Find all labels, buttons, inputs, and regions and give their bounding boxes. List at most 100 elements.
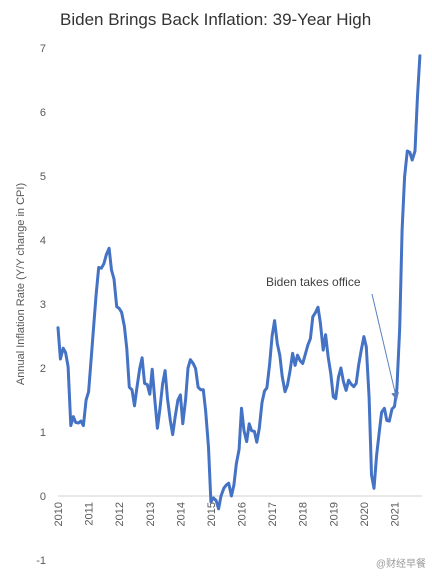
data-point <box>403 175 406 178</box>
data-point <box>74 421 77 424</box>
chart-title: Biden Brings Back Inflation: 39-Year Hig… <box>60 10 372 29</box>
data-point <box>398 327 401 330</box>
data-point <box>92 323 95 326</box>
y-axis-ticks: -1 0 1 2 3 4 5 6 7 <box>36 43 46 567</box>
y-axis-label: Annual Inflation Rate (Y/Y change in CPI… <box>15 183 27 385</box>
data-point <box>151 368 154 371</box>
x-tick-label: 2020 <box>359 502 371 526</box>
data-point <box>166 397 169 400</box>
data-point <box>169 419 172 422</box>
data-point <box>362 335 366 338</box>
data-point <box>202 388 205 391</box>
data-point <box>199 388 203 391</box>
y-tick-label: 1 <box>40 427 46 439</box>
data-point <box>293 364 297 367</box>
data-point <box>400 228 404 231</box>
y-tick-label: 0 <box>40 491 46 503</box>
annotation-biden-takes-office: Biden takes office <box>266 275 361 289</box>
data-point <box>413 149 417 153</box>
data-point <box>171 433 174 436</box>
data-point <box>258 426 261 430</box>
data-point <box>286 384 289 387</box>
data-point <box>87 390 90 393</box>
data-point <box>112 277 116 281</box>
x-tick-label: 2018 <box>298 502 310 526</box>
data-point <box>245 440 248 443</box>
data-point <box>337 375 340 379</box>
data-point <box>110 268 113 272</box>
data-point <box>349 382 353 386</box>
data-point <box>260 401 264 404</box>
x-tick-label: 2017 <box>267 502 279 526</box>
data-point <box>301 362 304 365</box>
data-point <box>355 382 358 385</box>
data-point <box>253 430 256 433</box>
data-point <box>334 397 337 400</box>
data-point <box>72 415 75 418</box>
data-point <box>123 325 126 328</box>
data-point <box>89 359 93 363</box>
data-point <box>326 355 330 358</box>
data-point <box>153 400 157 404</box>
data-point <box>357 363 360 366</box>
data-point <box>62 346 65 350</box>
y-tick-label: 5 <box>40 171 46 183</box>
data-point <box>339 366 343 370</box>
data-point <box>59 357 62 361</box>
data-point <box>133 404 136 407</box>
data-point <box>161 382 164 386</box>
data-point <box>105 253 108 256</box>
data-point <box>255 441 259 444</box>
data-point <box>158 407 162 411</box>
y-tick-label: 3 <box>40 299 46 311</box>
data-point <box>66 365 70 368</box>
data-point <box>69 424 73 427</box>
data-point <box>406 149 409 153</box>
data-point <box>230 494 233 498</box>
data-point <box>365 345 368 349</box>
data-point <box>247 422 251 425</box>
data-point <box>332 395 335 398</box>
data-point <box>64 351 67 354</box>
data-point <box>207 446 210 449</box>
y-tick-label: 6 <box>40 107 46 119</box>
data-point <box>408 151 411 154</box>
data-point <box>163 369 167 372</box>
data-point <box>377 431 381 434</box>
data-point <box>342 380 345 383</box>
data-point <box>194 367 197 370</box>
data-point <box>189 358 192 361</box>
data-point <box>380 410 383 414</box>
data-point <box>276 342 279 345</box>
data-point <box>268 362 271 365</box>
data-point <box>383 407 386 410</box>
data-point <box>84 398 88 402</box>
series-points <box>56 54 422 510</box>
data-point <box>107 247 111 250</box>
data-point <box>242 429 246 432</box>
data-point <box>372 487 376 490</box>
data-point <box>314 311 317 314</box>
y-tick-label: 2 <box>40 363 46 375</box>
data-point <box>240 407 243 410</box>
y-tick-label: 7 <box>40 43 46 55</box>
data-point <box>250 429 253 432</box>
data-point <box>204 410 207 413</box>
data-point <box>219 494 223 498</box>
data-point <box>217 507 220 510</box>
x-tick-label: 2015 <box>206 502 218 526</box>
data-point <box>344 389 348 392</box>
data-point <box>270 334 274 338</box>
data-point <box>291 352 294 355</box>
data-point <box>192 362 195 365</box>
data-point <box>138 367 141 370</box>
data-point <box>418 54 422 57</box>
data-point <box>82 424 85 427</box>
data-point <box>143 382 146 385</box>
data-point <box>135 386 139 390</box>
x-tick-label: 2014 <box>175 502 187 526</box>
x-tick-label: 2013 <box>145 502 157 526</box>
data-point <box>299 359 302 363</box>
